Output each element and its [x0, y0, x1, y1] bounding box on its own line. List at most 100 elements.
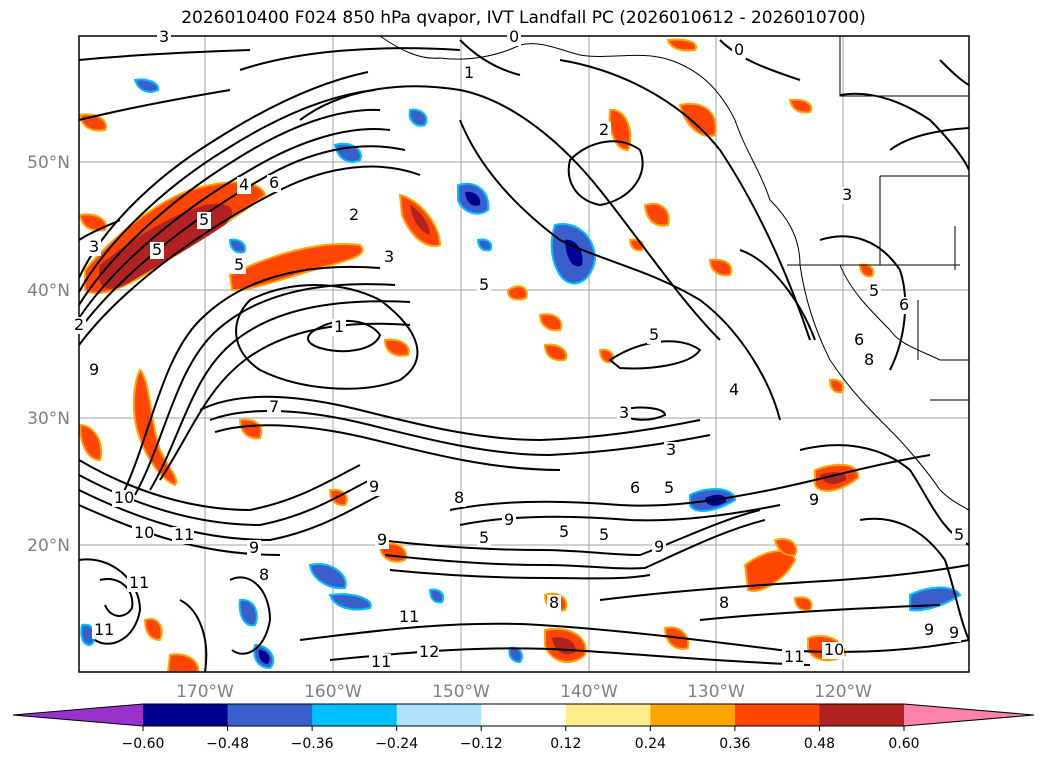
contour-label: 5: [479, 528, 489, 547]
contour-label: 8: [864, 350, 874, 369]
contour-label: 11: [399, 607, 419, 626]
colorbar-tick-label: 0.36: [719, 736, 750, 752]
contour-label-bg: [157, 29, 171, 46]
contour-label-bg: [87, 239, 101, 256]
contour-label: 2: [599, 120, 609, 139]
contour-label: 11: [371, 652, 391, 671]
contour-label-bg: [127, 575, 149, 592]
contour-label-bg: [397, 609, 419, 626]
colorbar-tick-label: −0.24: [375, 736, 418, 752]
contour-label: 1: [334, 317, 344, 336]
contour-label-bg: [597, 122, 611, 139]
contour-label-bg: [237, 177, 251, 194]
lon-tick-label: 130°W: [687, 682, 745, 702]
contour-label-bg: [197, 212, 211, 229]
contour-label-bg: [807, 492, 821, 509]
colorbar: −0.60 −0.48 −0.36 −0.24 −0.12 0.12 0.24 0.36 0.4…: [12, 703, 1035, 752]
lat-tick-label: 50°N: [27, 153, 70, 173]
contour-label-bg: [332, 319, 346, 336]
contour-label-bg: [267, 175, 281, 192]
contour-label: 9: [89, 360, 99, 379]
longitude-axis: 170°W 160°W 150°W 140°W 130°W 120°W: [176, 682, 872, 702]
contour-label-bg: [150, 242, 164, 259]
colorbar-bin: [143, 704, 229, 726]
contour-label-bg: [862, 352, 876, 369]
contour-label: 5: [869, 281, 879, 300]
latitude-axis: 50°N 40°N 30°N 20°N: [27, 153, 70, 556]
contour-label-bg: [267, 399, 281, 416]
contour-label: 6: [854, 330, 864, 349]
lat-tick-label: 30°N: [27, 409, 70, 429]
contour-label: 5: [599, 525, 609, 544]
contour-label: 5: [559, 522, 569, 541]
contour-label-bg: [652, 539, 666, 556]
contour-label: 9: [377, 530, 387, 549]
contour-label-bg: [172, 527, 194, 544]
contour-label-bg: [507, 29, 521, 46]
contour-label: 5: [234, 255, 244, 274]
contour-label: 1: [464, 63, 474, 82]
contour-label-bg: [382, 249, 396, 266]
contour-label-bg: [72, 317, 86, 334]
contour-label-bg: [112, 490, 134, 507]
contour-label-bg: [375, 532, 389, 549]
contour-label: 2: [349, 205, 359, 224]
contour-label: 10: [114, 488, 134, 507]
contour-label: 10: [824, 640, 844, 659]
contour-label-bg: [92, 622, 114, 639]
contour-label: 11: [784, 647, 804, 666]
colorbar-tick-label: 0.60: [888, 736, 919, 752]
contour-label-bg: [347, 207, 361, 224]
contour-label: 12: [419, 642, 439, 661]
colorbar-extend-low: [13, 704, 143, 726]
contour-label-bg: [502, 512, 516, 529]
contour-label: 3: [666, 440, 676, 459]
contour-label-bg: [247, 540, 261, 557]
colorbar-bin: [819, 704, 905, 726]
map-title: 2026010400 F024 850 hPa qvapor, IVT Land…: [181, 8, 866, 28]
contour-label: 0: [509, 27, 519, 46]
contour-label-bg: [732, 42, 746, 59]
colorbar-tick-label: 0.24: [635, 736, 666, 752]
contour-label-bg: [662, 480, 676, 497]
contour-label-bg: [87, 362, 101, 379]
contour-label-bg: [727, 382, 741, 399]
contour-label: 9: [654, 537, 664, 556]
contour-label-bg: [367, 479, 381, 496]
contour-label-bg: [717, 595, 731, 612]
lat-tick-label: 40°N: [27, 281, 70, 301]
contour-label-bg: [852, 332, 866, 349]
contour-label-bg: [952, 527, 966, 544]
contour-label-bg: [597, 527, 611, 544]
contour-label-bg: [462, 65, 476, 82]
contour-label: 8: [454, 488, 464, 507]
contour-label-bg: [417, 644, 439, 661]
contour-label: 6: [899, 295, 909, 314]
contour-label: 8: [549, 593, 559, 612]
contour-label: 3: [384, 247, 394, 266]
colorbar-tick-label: 0.12: [550, 736, 581, 752]
contour-label-bg: [617, 405, 631, 422]
contour-label: 9: [504, 510, 514, 529]
contour-label: 11: [174, 525, 194, 544]
contour-label-bg: [922, 622, 936, 639]
contour-label: 11: [129, 573, 149, 592]
contour-label: 6: [630, 478, 640, 497]
contour-label: 9: [809, 490, 819, 509]
contour-label: 5: [649, 325, 659, 344]
colorbar-bin: [312, 704, 398, 726]
contour-label: 9: [369, 477, 379, 496]
colorbar-tick-label: −0.48: [206, 736, 249, 752]
contour-label-bg: [897, 297, 911, 314]
contour-label-bg: [947, 625, 961, 642]
contour-label-bg: [867, 283, 881, 300]
map-plot-area: [79, 36, 969, 672]
contour-label: 5: [199, 210, 209, 229]
lat-tick-label: 20°N: [27, 536, 70, 556]
contour-label: 3: [89, 237, 99, 256]
colorbar-tick-label: −0.12: [460, 736, 503, 752]
contour-label-bg: [782, 649, 804, 666]
map-frame: [78, 35, 970, 673]
colorbar-tick-label: 0.48: [804, 736, 835, 752]
contour-label-bg: [557, 524, 571, 541]
